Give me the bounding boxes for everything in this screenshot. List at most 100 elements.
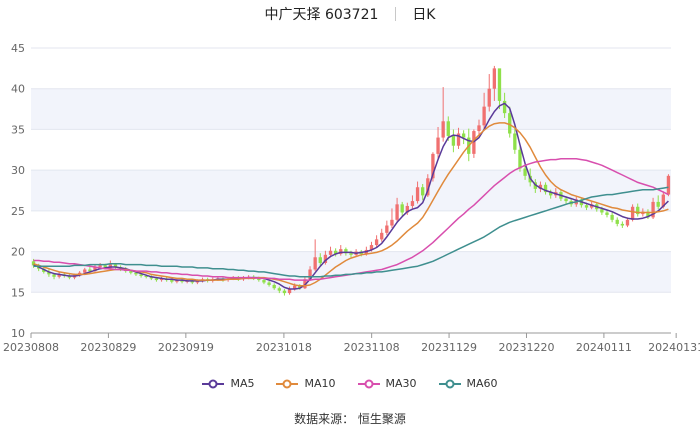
- candle-body: [328, 250, 333, 255]
- legend-marker-ma5: [202, 379, 225, 388]
- candle-body: [651, 201, 655, 218]
- x-tick-label: 20231220: [498, 341, 554, 354]
- candle-body: [369, 245, 374, 250]
- candle-body: [287, 289, 292, 294]
- title-divider: [394, 7, 396, 21]
- candle-body: [395, 204, 399, 220]
- legend-item-ma60[interactable]: MA60: [438, 377, 498, 390]
- candle-body: [656, 201, 660, 207]
- chart-title: 中广天择 603721 日K: [0, 4, 700, 24]
- candle-body: [134, 272, 138, 275]
- data-source: 数据来源： 恒生聚源: [0, 410, 700, 427]
- series-line-ma60: [33, 186, 669, 278]
- legend-marker-ma60: [438, 379, 461, 388]
- candle-body: [405, 205, 409, 213]
- legend-label-ma10: MA10: [304, 377, 336, 390]
- candle-body: [83, 269, 87, 273]
- candle-body: [195, 280, 200, 283]
- candle-body: [513, 133, 517, 150]
- legend-marker-ma30: [357, 379, 380, 388]
- candle-body: [564, 198, 568, 202]
- source-provider: 恒生聚源: [357, 412, 406, 426]
- candle-body: [298, 285, 302, 289]
- candle-body: [323, 254, 328, 263]
- x-tick-label: 20240131: [648, 341, 700, 354]
- candle-body: [98, 265, 102, 268]
- chart-legend: MA5 MA10 MA30 MA60: [0, 377, 700, 390]
- candle-body: [400, 204, 404, 213]
- grid-band: [31, 170, 671, 211]
- candle-body: [149, 276, 153, 279]
- x-tick-label: 20231129: [421, 341, 477, 354]
- candle-body: [543, 184, 548, 193]
- candle-body: [380, 232, 384, 240]
- candle-body: [88, 269, 92, 272]
- stock-name: 中广天择: [264, 7, 321, 23]
- candle-body: [272, 284, 276, 289]
- candle-body: [636, 206, 640, 215]
- x-tick-label: 20231018: [256, 341, 312, 354]
- candle-body: [349, 253, 353, 255]
- candle-body: [93, 267, 97, 272]
- legend-item-ma30[interactable]: MA30: [357, 377, 417, 390]
- kline-chart: 10 15 20 25 30 35 40 45 20230808 20230829 20230919…: [3, 42, 700, 354]
- candle-body: [293, 285, 297, 290]
- candle-body: [630, 206, 635, 220]
- candle-body: [277, 288, 281, 291]
- candle-body: [308, 269, 312, 280]
- candle-body: [477, 125, 481, 132]
- legend-marker-ma10: [276, 379, 299, 388]
- legend-item-ma10[interactable]: MA10: [276, 377, 336, 390]
- x-tick-label: 20231108: [344, 341, 400, 354]
- legend-item-ma5[interactable]: MA5: [202, 377, 254, 390]
- y-tick-label: 10: [11, 327, 25, 340]
- candle-body: [431, 153, 435, 179]
- candle-body: [456, 133, 461, 146]
- candle-body: [282, 290, 287, 294]
- x-tick-label: 20230808: [3, 341, 59, 354]
- y-tick-label: 20: [11, 246, 25, 259]
- candle-body: [318, 257, 322, 263]
- candle-body: [487, 88, 491, 107]
- legend-label-ma60: MA60: [466, 377, 498, 390]
- x-tick-label: 20230829: [80, 341, 136, 354]
- candle-body: [385, 225, 389, 233]
- candle-body: [103, 265, 107, 268]
- candle-body: [610, 214, 614, 220]
- candle-body: [502, 100, 507, 114]
- y-tick-label: 30: [11, 164, 25, 177]
- candle-body: [625, 219, 630, 226]
- legend-label-ma5: MA5: [230, 377, 255, 390]
- candle-body: [144, 276, 148, 277]
- candle-body: [482, 106, 486, 126]
- candle-body: [615, 219, 619, 224]
- candle-body: [339, 249, 343, 255]
- candle-body: [451, 135, 456, 146]
- candle-body: [666, 175, 671, 195]
- candle-body: [410, 201, 415, 206]
- candle-body: [313, 257, 317, 270]
- candle-body: [170, 280, 174, 282]
- candle-body: [257, 278, 261, 281]
- candle-body: [333, 250, 338, 255]
- candle-body: [129, 271, 133, 273]
- candle-body: [159, 278, 164, 281]
- y-tick-label: 15: [11, 286, 25, 299]
- candle-body: [497, 68, 502, 101]
- y-tick-label: 35: [11, 123, 25, 136]
- candle-body: [661, 194, 665, 207]
- candle-body: [436, 137, 440, 154]
- candle-body: [180, 280, 184, 282]
- candle-body: [262, 280, 266, 283]
- candle-body: [344, 249, 348, 254]
- candle-body: [518, 149, 522, 169]
- source-label: 数据来源：: [294, 412, 355, 426]
- candle-body: [605, 212, 609, 215]
- candle-body: [415, 187, 420, 202]
- y-tick-label: 40: [11, 83, 25, 96]
- series-line-ma5: [33, 102, 669, 290]
- legend-label-ma30: MA30: [385, 377, 417, 390]
- candle-body: [190, 280, 194, 283]
- x-tick-label: 20230919: [158, 341, 214, 354]
- candle-body: [47, 271, 51, 275]
